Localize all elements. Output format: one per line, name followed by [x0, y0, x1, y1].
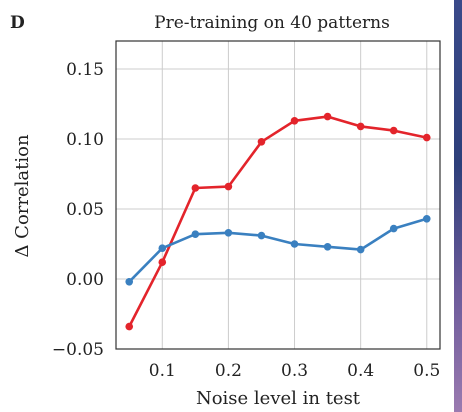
blue-data-point	[323, 243, 332, 251]
x-tick-label: 0.2	[215, 361, 242, 381]
y-tick-label: 0.05	[66, 200, 104, 220]
blue-data-point	[290, 240, 299, 248]
series-lines	[125, 112, 431, 331]
red-data-point	[158, 258, 167, 267]
chart-title: Pre-training on 40 patterns	[154, 13, 390, 33]
blue-data-point	[257, 231, 266, 240]
red-data-point	[191, 184, 200, 192]
blue-series-line	[128, 217, 428, 283]
y-axis-label: Δ Correlation	[12, 134, 33, 258]
blue-data-point	[389, 224, 398, 233]
blue-data-point	[158, 244, 167, 252]
x-tick-label: 0.5	[413, 361, 440, 381]
window-edge-strip	[454, 0, 462, 412]
grid-lines	[116, 41, 440, 350]
x-axis-label: Noise level in test	[196, 388, 361, 409]
x-tick-labels: 0.1 0.2 0.3 0.4 0.5	[149, 361, 441, 381]
y-tick-label: −0.05	[52, 340, 104, 360]
x-tick-label: 0.4	[347, 361, 374, 381]
blue-data-point	[422, 215, 431, 223]
plot-frame	[115, 40, 441, 350]
red-data-point	[290, 117, 299, 125]
blue-data-point	[125, 278, 134, 286]
y-tick-label: 0.10	[66, 130, 104, 150]
red-data-point	[257, 138, 266, 146]
x-tick-label: 0.1	[149, 361, 176, 381]
y-tick-label: 0.00	[66, 270, 104, 290]
blue-data-point	[191, 230, 200, 238]
red-data-point	[422, 133, 431, 142]
red-data-point	[323, 112, 332, 121]
x-tick-label: 0.3	[281, 361, 308, 381]
red-data-point	[224, 182, 233, 191]
blue-data-point	[356, 245, 365, 254]
y-tick-labels: −0.05 0.00 0.05 0.10 0.15	[52, 60, 104, 360]
red-data-point	[125, 322, 134, 331]
panel-letter: D	[10, 13, 25, 33]
y-tick-label: 0.15	[66, 60, 104, 80]
red-data-point	[389, 126, 398, 135]
blue-data-point	[224, 229, 233, 237]
red-data-point	[356, 122, 365, 131]
red-series-line	[128, 115, 428, 328]
